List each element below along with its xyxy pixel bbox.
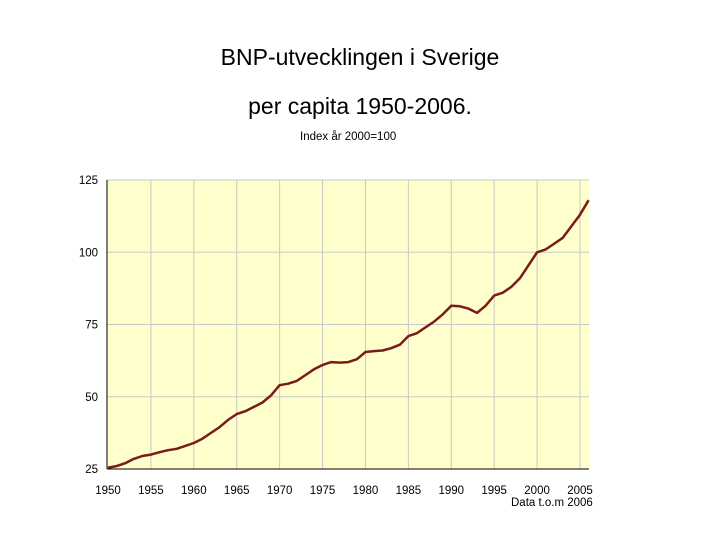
chart-subtitle: Index år 2000=100 (300, 131, 397, 143)
gridlines (107, 179, 589, 469)
y-axis-ticks: 25 50 75 100 125 (79, 175, 98, 476)
chart-title-line2: per capita 1950-2006. (248, 93, 472, 119)
chart-title-line1: BNP-utvecklingen i Sverige (220, 44, 500, 70)
x-tick-label: 1955 (138, 485, 164, 497)
x-tick-label: 1990 (438, 485, 464, 497)
x-tick-label: 1995 (481, 485, 507, 497)
y-tick-label: 100 (79, 247, 98, 259)
x-axis-ticks: 1950 1955 1960 1965 1970 1975 1980 1985 1990 1995… (95, 485, 593, 497)
x-tick-label: 1985 (396, 485, 422, 497)
x-tick-label: 1960 (181, 485, 207, 497)
x-tick-label: 1965 (224, 485, 250, 497)
y-tick-label: 25 (85, 464, 98, 476)
gdp-series-line (107, 199, 590, 469)
x-tick-label: 1980 (353, 485, 379, 497)
x-tick-label: 1975 (310, 485, 336, 497)
x-tick-label: 2005 (567, 485, 593, 497)
x-tick-label: 1970 (267, 485, 293, 497)
y-tick-label: 50 (85, 392, 98, 404)
y-tick-label: 125 (79, 175, 98, 187)
y-tick-label: 75 (85, 320, 98, 332)
data-footnote: Data t.o.m 2006 (511, 497, 593, 509)
x-tick-label: 2000 (524, 485, 550, 497)
x-tick-label: 1950 (95, 485, 121, 497)
